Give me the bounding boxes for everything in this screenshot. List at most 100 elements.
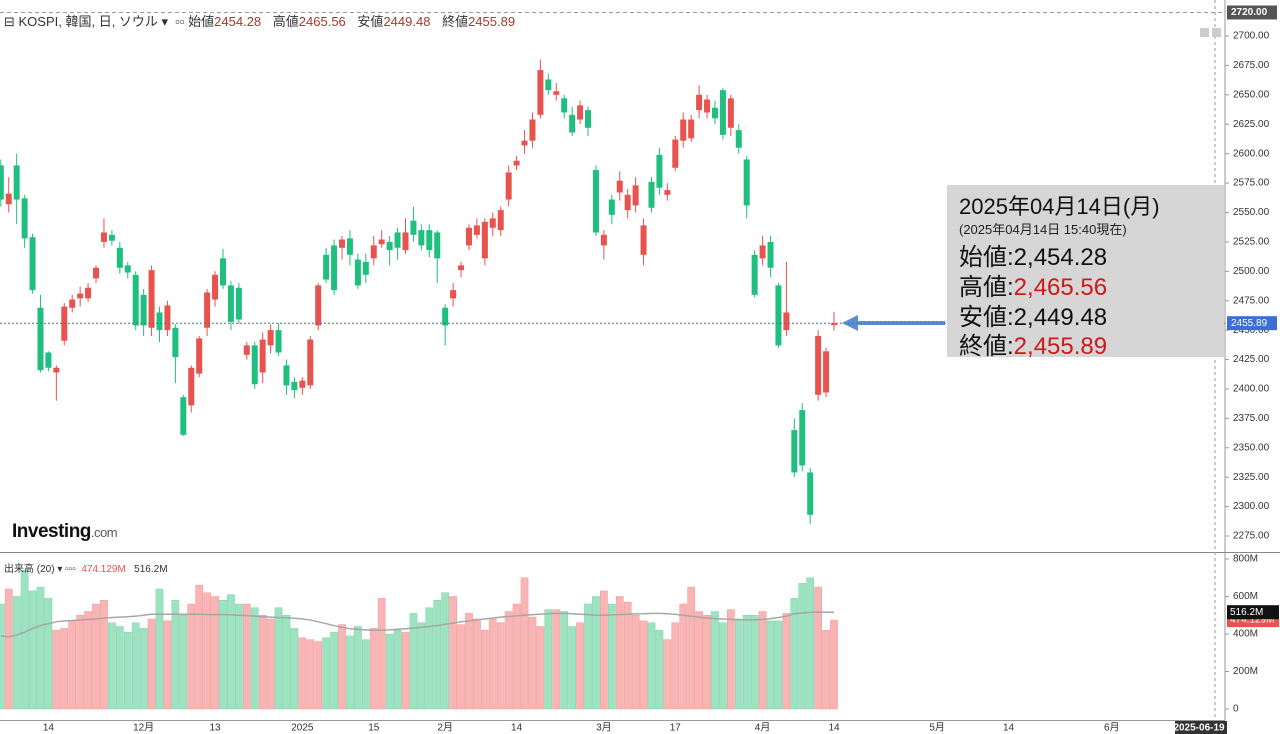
volume-bar	[417, 622, 426, 710]
volume-bar	[504, 611, 513, 710]
candle-body	[656, 154, 663, 188]
candle-body	[696, 94, 703, 111]
candle-body	[243, 345, 250, 355]
row-label: 始値	[959, 244, 1007, 271]
volume-bar	[227, 594, 235, 710]
volume-bar	[647, 622, 656, 710]
volume-bar	[219, 599, 227, 710]
candle-body	[196, 338, 203, 374]
candle-body	[735, 130, 742, 148]
candle-body	[767, 241, 774, 268]
volume-bar	[766, 620, 775, 710]
candle-body	[378, 239, 385, 245]
icon	[1200, 28, 1209, 37]
candle-body	[680, 119, 687, 141]
candle-body	[53, 367, 60, 373]
volume-bar	[28, 590, 37, 710]
volume-bar	[147, 618, 156, 710]
volume-bar	[465, 613, 473, 710]
candle-body	[513, 160, 520, 166]
volume-bar	[76, 614, 85, 710]
candle-body	[458, 265, 465, 271]
separator: :	[1007, 244, 1014, 271]
volume-bar	[473, 618, 481, 710]
volume-bar	[12, 596, 21, 710]
y-tick-label: 800M	[1233, 554, 1258, 565]
candle-body	[148, 270, 155, 328]
volume-bar	[544, 609, 553, 710]
candle-body	[624, 194, 631, 211]
candle-body	[632, 185, 639, 206]
ohlc-label: 高値	[272, 14, 299, 29]
candle-body	[783, 312, 790, 331]
logo-text: Investing	[12, 521, 91, 542]
candle-body	[410, 220, 417, 235]
x-tick-label: 13	[209, 723, 221, 734]
y-tick-label: 2625.00	[1233, 119, 1270, 130]
volume-bar	[496, 622, 505, 710]
row-label: 安値	[959, 304, 1007, 331]
y-tick-label: 600M	[1233, 591, 1258, 602]
x-tick-label: 2025	[291, 723, 314, 734]
candle-body	[775, 285, 782, 346]
candle-body	[743, 159, 750, 206]
y-tick-label: 2675.00	[1233, 60, 1270, 71]
cursor-badge	[1175, 721, 1228, 734]
volume-bar	[131, 622, 140, 710]
candle-body	[140, 294, 147, 326]
volume-bar	[615, 596, 624, 710]
candle-body	[323, 254, 330, 280]
separator: :	[1007, 333, 1014, 360]
volume-bar	[790, 598, 799, 710]
x-tick-label: 3月	[596, 722, 612, 734]
volume-bar	[409, 613, 418, 710]
info-row: 安値:2,449.48	[959, 297, 1107, 332]
candle-body	[442, 307, 449, 326]
y-tick-label: 2300.00	[1233, 501, 1270, 512]
volume-bar	[457, 624, 465, 710]
volume-bar	[123, 631, 132, 710]
y-tick-label: 2275.00	[1233, 531, 1270, 542]
header: ⊟ KOSPI, 韓国, 日, ソウル ▾ ▫▫ 始値2454.28 高値246…	[4, 14, 516, 29]
candle-body	[212, 274, 219, 300]
x-tick-label: 5月	[929, 722, 945, 734]
row-value: 2,455.89	[1013, 333, 1108, 360]
y-tick-label: 2525.00	[1233, 237, 1270, 248]
volume-bar	[488, 618, 497, 710]
volume-bar	[211, 596, 219, 710]
volume-bar	[726, 609, 735, 710]
candle-body	[473, 225, 480, 235]
volume-bar	[36, 586, 45, 710]
candle-body	[648, 181, 655, 208]
candle-body	[577, 105, 584, 120]
y-tick-label: 2325.00	[1233, 472, 1270, 483]
y-tick-label: 2350.00	[1233, 442, 1270, 453]
volume-bar	[274, 607, 283, 710]
volume-bar	[354, 626, 362, 710]
volume-bar	[806, 577, 815, 710]
candle-body	[267, 330, 274, 346]
candle-body	[640, 225, 647, 255]
volume-bar	[179, 614, 188, 710]
candle-body	[13, 165, 20, 200]
y-tick-label: 2700.00	[1233, 31, 1270, 42]
volume-bar	[639, 620, 648, 710]
candle-body	[21, 198, 28, 239]
candle-body	[354, 259, 361, 286]
x-tick-label: 2月	[437, 722, 453, 734]
ohlc-label: 安値	[357, 14, 384, 29]
y-tick-label: 2550.00	[1233, 207, 1270, 218]
volume-bar	[338, 624, 346, 710]
volume-bar	[552, 609, 561, 710]
volume-bar	[663, 639, 672, 710]
volume-bar	[449, 596, 457, 710]
candle-body	[553, 91, 560, 95]
candle-body	[77, 293, 84, 299]
volume-bar	[139, 628, 148, 710]
candle-body	[418, 230, 425, 246]
volume-bar	[242, 603, 251, 710]
row-label: 終値	[959, 333, 1007, 360]
volume-title: 出来高 (20)	[4, 564, 55, 575]
volume-bar	[568, 626, 576, 710]
candle-body	[259, 339, 266, 373]
